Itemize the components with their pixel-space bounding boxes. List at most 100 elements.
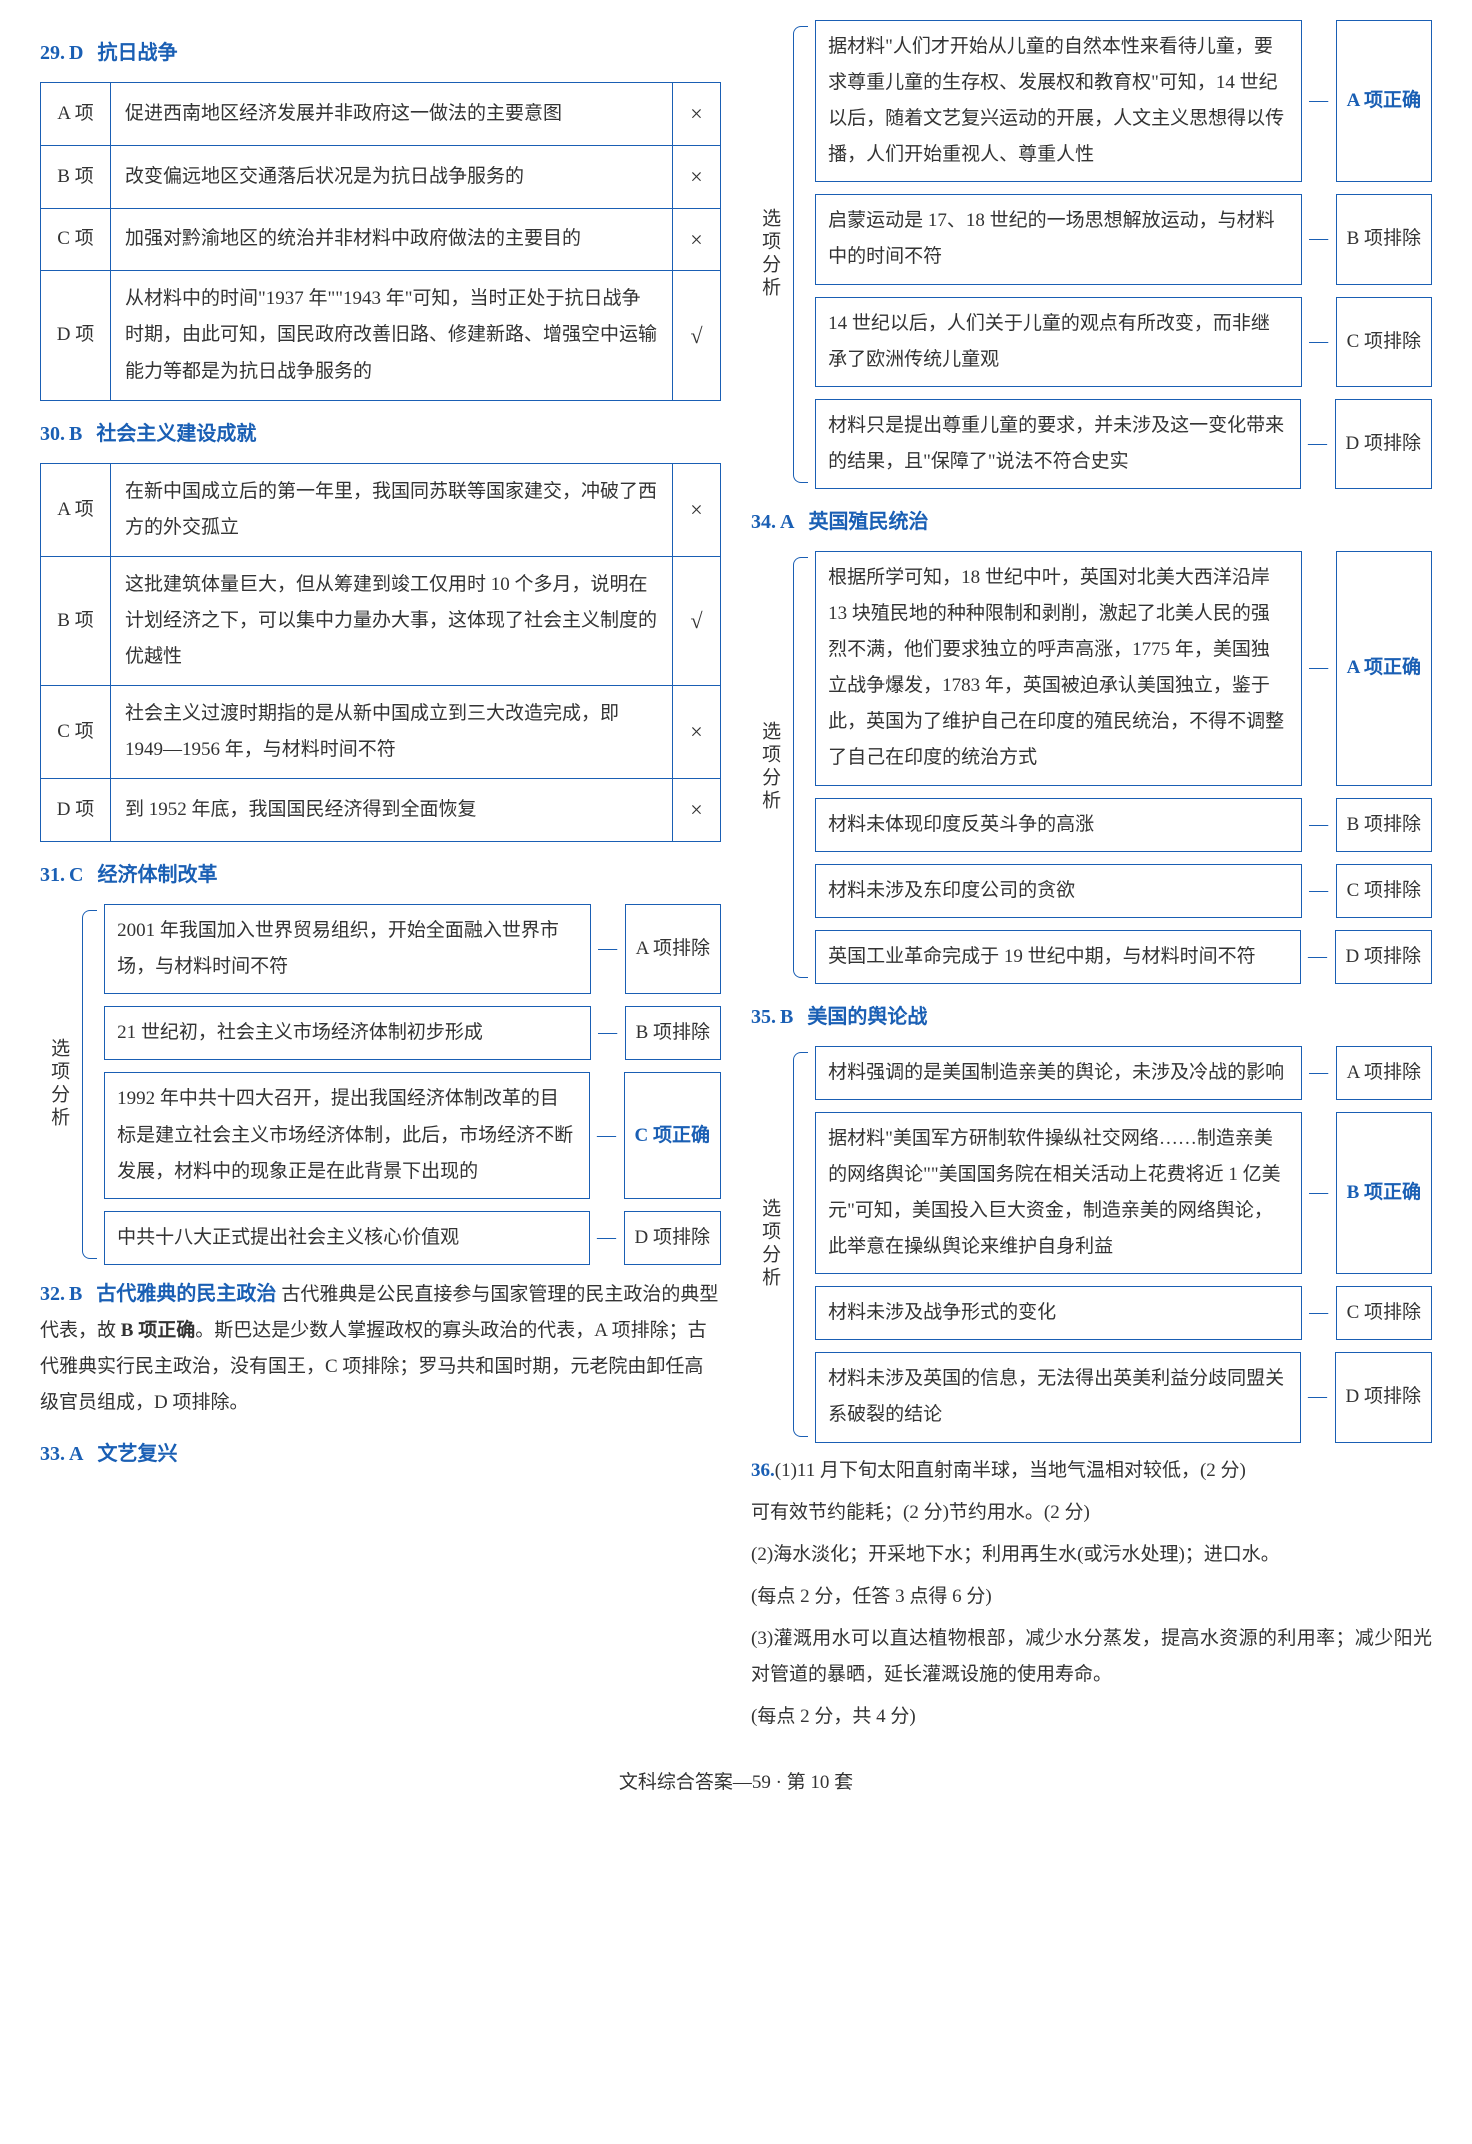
q36-p1: 36.(1)11 月下旬太阳直射南半球，当地气温相对较低，(2 分) [751, 1453, 1432, 1489]
brace-icon [793, 20, 807, 489]
option-text: 14 世纪以后，人们关于儿童的观点有所改变，而非继承了欧洲传统儿童观 [815, 297, 1301, 387]
q32-ans: B [69, 1283, 82, 1305]
option-row: 材料未涉及英国的信息，无法得出英美利益分歧同盟关系破裂的结论—D 项排除 [815, 1352, 1432, 1442]
q32-num: 32. [40, 1283, 65, 1305]
tag-correct: C 项正确 [624, 1072, 721, 1198]
option-text: 21 世纪初，社会主义市场经济体制初步形成 [104, 1006, 590, 1060]
tag-exclude: B 项排除 [1336, 798, 1432, 852]
q36-p3b: (每点 2 分，共 4 分) [751, 1699, 1432, 1735]
brace-icon [793, 551, 807, 984]
table-row: D 项 到 1952 年底，我国国民经济得到全面恢复 × [41, 779, 721, 842]
option-row: 材料未体现印度反英斗争的高涨—B 项排除 [815, 798, 1432, 852]
q29-d-mark: √ [673, 271, 721, 400]
dash-icon: — [1309, 930, 1327, 984]
option-text: 根据所学可知，18 世纪中叶，英国对北美大西洋沿岸 13 块殖民地的种种限制和剥… [815, 551, 1301, 786]
q36-p2b: (每点 2 分，任答 3 点得 6 分) [751, 1579, 1432, 1615]
table-row: C 项 社会主义过渡时期指的是从新中国成立到三大改造完成，即 1949—1956… [41, 686, 721, 779]
left-column: 29.D抗日战争 A 项 促进西南地区经济发展并非政府这一做法的主要意图 × B… [40, 20, 721, 1741]
option-row: 据材料"美国军方研制软件操纵社交网络……制造亲美的网络舆论""美国国务院在相关活… [815, 1112, 1432, 1274]
q36-p2a: (2)海水淡化；开采地下水；利用再生水(或污水处理)；进口水。 [751, 1537, 1432, 1573]
dash-icon: — [599, 1006, 617, 1060]
option-row: 材料强调的是美国制造亲美的舆论，未涉及冷战的影响—A 项排除 [815, 1046, 1432, 1100]
dash-icon: — [599, 904, 617, 994]
q31-title: 经济体制改革 [97, 864, 217, 886]
dash-icon: — [598, 1072, 616, 1198]
q29-b-label: B 项 [41, 145, 111, 208]
brace-icon [82, 904, 96, 1265]
option-row: 14 世纪以后，人们关于儿童的观点有所改变，而非继承了欧洲传统儿童观—C 项排除 [815, 297, 1432, 387]
option-text: 材料未涉及战争形式的变化 [815, 1286, 1301, 1340]
q30-d-mark: × [673, 779, 721, 842]
q29-a-label: A 项 [41, 83, 111, 146]
option-row: 1992 年中共十四大召开，提出我国经济体制改革的目标是建立社会主义市场经济体制… [104, 1072, 721, 1198]
q30-c-mark: × [673, 686, 721, 779]
q30-d-text: 到 1952 年底，我国国民经济得到全面恢复 [111, 779, 673, 842]
option-row: 材料未涉及东印度公司的贪欲—C 项排除 [815, 864, 1432, 918]
analysis-label: 选项分析 [751, 551, 793, 984]
q30-a-text: 在新中国成立后的第一年里，我国同苏联等国家建交，冲破了西方的外交孤立 [111, 463, 673, 556]
table-row: D 项 从材料中的时间"1937 年""1943 年"可知，当时正处于抗日战争时… [41, 271, 721, 400]
q29-d-label: D 项 [41, 271, 111, 400]
table-row: A 项 促进西南地区经济发展并非政府这一做法的主要意图 × [41, 83, 721, 146]
option-text: 材料强调的是美国制造亲美的舆论，未涉及冷战的影响 [815, 1046, 1301, 1100]
table-row: B 项 改变偏远地区交通落后状况是为抗日战争服务的 × [41, 145, 721, 208]
q30-num: 30. [40, 423, 65, 445]
tag-exclude: A 项排除 [1336, 1046, 1432, 1100]
option-row: 材料未涉及战争形式的变化—C 项排除 [815, 1286, 1432, 1340]
dash-icon: — [598, 1211, 616, 1265]
q31-items: 2001 年我国加入世界贸易组织，开始全面融入世界市场，与材料时间不符—A 项排… [104, 904, 721, 1265]
tag-exclude: B 项排除 [1336, 194, 1432, 284]
q31-analysis: 选项分析 2001 年我国加入世界贸易组织，开始全面融入世界市场，与材料时间不符… [40, 904, 721, 1265]
table-row: A 项 在新中国成立后的第一年里，我国同苏联等国家建交，冲破了西方的外交孤立 × [41, 463, 721, 556]
q30-b-label: B 项 [41, 556, 111, 685]
right-column: 选项分析 据材料"人们才开始从儿童的自然本性来看待儿童，要求尊重儿童的生存权、发… [751, 20, 1432, 1741]
option-row: 根据所学可知，18 世纪中叶，英国对北美大西洋沿岸 13 块殖民地的种种限制和剥… [815, 551, 1432, 786]
q35-ans: B [780, 1006, 793, 1028]
q29-d-text: 从材料中的时间"1937 年""1943 年"可知，当时正处于抗日战争时期，由此… [111, 271, 673, 400]
q29-num: 29. [40, 42, 65, 64]
q29-c-label: C 项 [41, 208, 111, 271]
q34-items: 根据所学可知，18 世纪中叶，英国对北美大西洋沿岸 13 块殖民地的种种限制和剥… [815, 551, 1432, 984]
dash-icon: — [1309, 1352, 1327, 1442]
tag-exclude: A 项排除 [625, 904, 721, 994]
q32-head: 32.B古代雅典的民主政治 [40, 1283, 281, 1305]
dash-icon: — [1310, 798, 1328, 852]
dash-icon: — [1310, 1046, 1328, 1100]
q34-analysis: 选项分析 根据所学可知，18 世纪中叶，英国对北美大西洋沿岸 13 块殖民地的种… [751, 551, 1432, 984]
tag-correct: A 项正确 [1336, 551, 1432, 786]
q29-a-mark: × [673, 83, 721, 146]
q31-head: 31.C经济体制改革 [40, 856, 721, 894]
option-text: 中共十八大正式提出社会主义核心价值观 [104, 1211, 589, 1265]
q29-c-text: 加强对黔渝地区的统治并非材料中政府做法的主要目的 [111, 208, 673, 271]
q33-items: 据材料"人们才开始从儿童的自然本性来看待儿童，要求尊重儿童的生存权、发展权和教育… [815, 20, 1432, 489]
q36-p1a: (1)11 月下旬太阳直射南半球，当地气温相对较低，(2 分) [775, 1460, 1246, 1481]
page-footer: 文科综合答案—59 · 第 10 套 [40, 1765, 1432, 1801]
q30-d-label: D 项 [41, 779, 111, 842]
q30-ans: B [69, 423, 82, 445]
q36-p3a: (3)灌溉用水可以直达植物根部，减少水分蒸发，提高水资源的利用率；减少阳光对管道… [751, 1621, 1432, 1693]
option-text: 据材料"人们才开始从儿童的自然本性来看待儿童，要求尊重儿童的生存权、发展权和教育… [815, 20, 1301, 182]
q34-head: 34.A英国殖民统治 [751, 503, 1432, 541]
option-text: 材料未涉及英国的信息，无法得出英美利益分歧同盟关系破裂的结论 [815, 1352, 1300, 1442]
option-row: 中共十八大正式提出社会主义核心价值观—D 项排除 [104, 1211, 721, 1265]
q35-items: 材料强调的是美国制造亲美的舆论，未涉及冷战的影响—A 项排除据材料"美国军方研制… [815, 1046, 1432, 1443]
q31-num: 31. [40, 864, 65, 886]
option-row: 英国工业革命完成于 19 世纪中期，与材料时间不符—D 项排除 [815, 930, 1432, 984]
analysis-label: 选项分析 [751, 1046, 793, 1443]
q29-ans: D [69, 42, 83, 64]
q33-title: 文艺复兴 [97, 1443, 177, 1465]
dash-icon: — [1310, 864, 1328, 918]
q32-body-bold: B 项正确 [121, 1320, 195, 1341]
option-text: 1992 年中共十四大召开，提出我国经济体制改革的目标是建立社会主义市场经济体制… [104, 1072, 589, 1198]
q35-title: 美国的舆论战 [807, 1006, 927, 1028]
dash-icon: — [1310, 1286, 1328, 1340]
dash-icon: — [1310, 551, 1328, 786]
tag-correct: A 项正确 [1336, 20, 1432, 182]
tag-exclude: D 项排除 [624, 1211, 721, 1265]
q30-a-mark: × [673, 463, 721, 556]
tag-exclude: C 项排除 [1336, 864, 1432, 918]
q36-head: 36. [751, 1460, 775, 1481]
option-row: 材料只是提出尊重儿童的要求，并未涉及这一变化带来的结果，且"保障了"说法不符合史… [815, 399, 1432, 489]
option-row: 启蒙运动是 17、18 世纪的一场思想解放运动，与材料中的时间不符—B 项排除 [815, 194, 1432, 284]
tag-exclude: D 项排除 [1335, 1352, 1432, 1442]
